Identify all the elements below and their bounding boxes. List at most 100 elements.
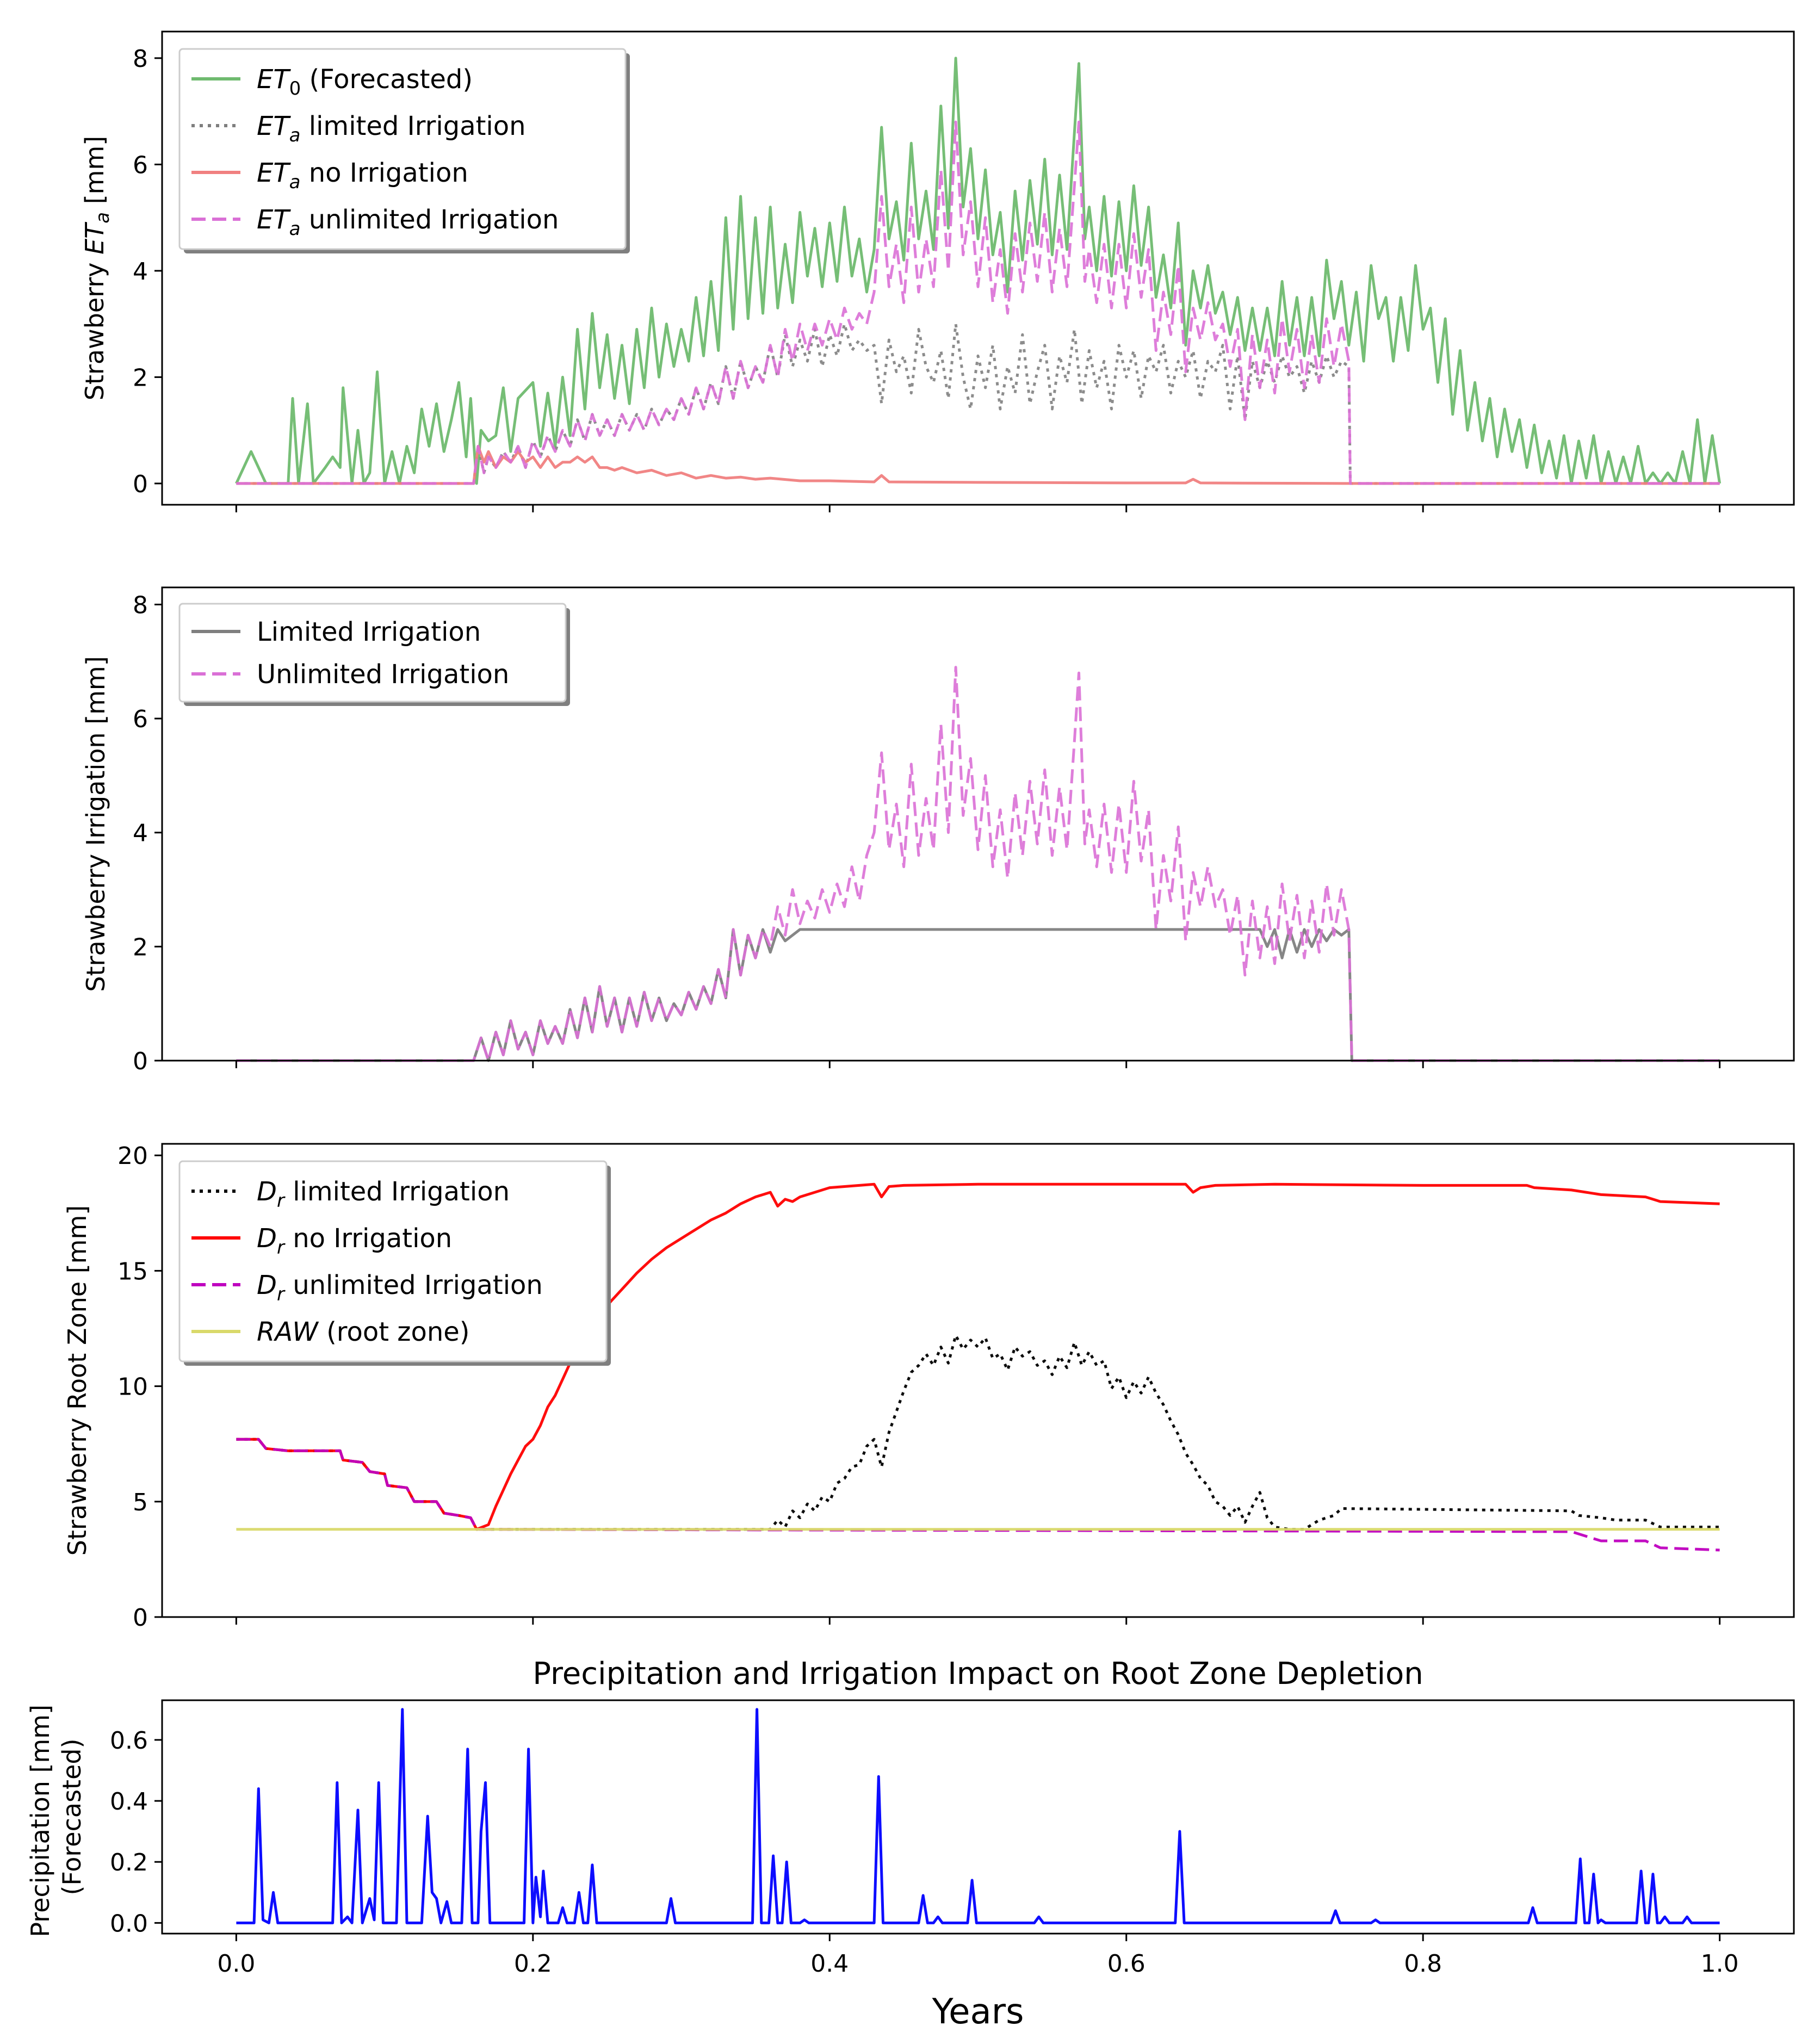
series-line-eta-no-irrigation [236,445,1720,485]
legend-subscript: a [289,125,301,146]
y-tick-label: 0.4 [110,1788,148,1816]
panel-precipitation-frame [161,1699,1795,1935]
legend-suffix: limited Irrigation [301,111,526,141]
panel-eta-ylabel: Strawberry ETa [mm] [80,136,114,400]
legend-symbol: ET [257,64,291,95]
y-tick-label: 15 [117,1258,148,1285]
panel-root-zone-frame [161,1143,1795,1618]
y-tick-label: 0.6 [110,1727,148,1755]
root-zone-series-lines [236,1182,1720,1552]
legend-label: ETa limited Irrigation [257,111,526,146]
panel-root-zone-xticks [235,1617,1721,1625]
y-tick-label: 6 [133,705,148,733]
ylabel-prefix: Strawberry [80,255,109,400]
legend-label: Unlimited Irrigation [257,659,509,690]
series-line-precipitation [236,1708,1720,1924]
panel-root-zone-ylabel: Strawberry Root Zone [mm] [63,1205,92,1556]
panel-root-zone-yticks: 0 5 10 15 20 [117,1142,162,1632]
x-tick-label: 0.2 [514,1950,552,1978]
series-line-dr-unlimited-irrigation [236,1438,1720,1552]
panel-eta-yticks: 0 2 4 6 8 [133,45,162,498]
legend-label: Dr unlimited Irrigation [257,1270,543,1305]
y-tick-label: 0 [133,470,148,498]
panel-precipitation-yticks: 0.0 0.2 0.4 0.6 [110,1727,162,1937]
legend-subscript: r [277,1190,286,1212]
y-tick-label: 2 [133,933,148,961]
panel-root-zone: 0 5 10 15 20 Strawberry Root Zone [mm] Dr li… [63,1142,1795,1632]
x-tick-label: 0.4 [810,1950,849,1978]
x-axis-label: Years [932,1992,1024,2032]
legend-symbol: D [257,1176,277,1207]
legend-symbol: D [257,1270,277,1300]
legend-symbol: ET [257,158,291,188]
y-tick-label: 4 [133,258,148,286]
ylabel-et-symbol: ET [80,221,109,255]
panel-precipitation-ylabel: Precipitation [mm] (Forecasted) [26,1696,86,1937]
ylabel-unit: [mm] [80,136,109,212]
legend-subscript: a [289,218,301,240]
legend-label: RAW (root zone) [257,1317,470,1347]
series-line-et0-forecasted- [235,57,1722,485]
y-tick-label: 20 [117,1142,148,1170]
series-line-unlimited-irrigation [236,666,1720,1062]
legend-suffix: (root zone) [318,1317,470,1347]
panel-irrigation-legend: Limited Irrigation Unlimited Irrigation [178,603,570,706]
panel-precipitation-title: Precipitation and Irrigation Impact on R… [533,1656,1423,1692]
legend-box [178,1160,608,1362]
legend-label: ET0 (Forecasted) [257,64,473,100]
legend-subscript: r [277,1237,286,1259]
precipitation-series-lines [236,1708,1720,1924]
eta-series-lines [235,57,1722,485]
panel-eta-frame [161,30,1795,506]
y-tick-label: 6 [133,151,148,179]
legend-subscript: a [289,171,301,193]
y-tick-label: 10 [117,1373,148,1401]
panel-irrigation: 0 2 4 6 8 Strawberry Irrigation [mm] Limited… [81,586,1795,1075]
legend-label: ETa no Irrigation [257,158,468,193]
series-line-eta-limited-irrigation [236,323,1720,485]
legend-label: ETa unlimited Irrigation [257,205,559,240]
legend-symbol: RAW [257,1317,319,1347]
panel-eta-legend: ET0 (Forecasted)ETa limited IrrigationET… [178,48,630,253]
panel-precipitation-xticks: 0.0 0.2 0.4 0.6 0.8 1.0 [217,1934,1739,1978]
legend-suffix: unlimited Irrigation [301,205,559,235]
legend-label: Dr limited Irrigation [257,1176,510,1212]
panel-irrigation-xticks [235,1061,1721,1068]
legend-suffix: (Forecasted) [301,64,473,95]
legend-subscript: r [277,1284,286,1305]
legend-suffix: limited Irrigation [284,1176,510,1207]
legend-subscript: 0 [289,78,301,100]
legend-label: Dr no Irrigation [257,1223,452,1259]
y-tick-label: 2 [133,364,148,392]
y-tick-label: 4 [133,820,148,847]
ylabel-line-1: Precipitation [mm] [26,1705,55,1937]
y-tick-label: 0.0 [110,1910,148,1937]
x-tick-label: 1.0 [1701,1950,1739,1978]
panel-irrigation-frame [161,586,1795,1062]
y-tick-label: 8 [133,45,148,73]
y-tick-label: 0 [133,1048,148,1075]
x-tick-label: 0.0 [217,1950,255,1978]
legend-symbol: ET [257,205,291,235]
legend-box [178,603,567,703]
legend-suffix: no Irrigation [284,1223,452,1254]
ylabel-line-2: (Forecasted) [57,1738,86,1895]
panel-irrigation-ylabel: Strawberry Irrigation [mm] [81,656,110,992]
panel-irrigation-yticks: 0 2 4 6 8 [133,591,162,1075]
x-tick-label: 0.6 [1107,1950,1146,1978]
legend-suffix: no Irrigation [301,158,468,188]
ylabel-et-subscript: a [92,212,114,224]
series-line-eta-unlimited-irrigation [236,120,1720,485]
panel-eta-xticks [235,505,1721,512]
legend-label: Limited Irrigation [257,617,481,647]
y-tick-label: 0 [133,1604,148,1632]
x-tick-label: 0.8 [1404,1950,1442,1978]
legend-suffix: unlimited Irrigation [284,1270,543,1300]
panel-precipitation: Precipitation and Irrigation Impact on R… [26,1656,1795,1978]
y-tick-label: 5 [133,1489,148,1516]
legend-symbol: D [257,1223,277,1254]
